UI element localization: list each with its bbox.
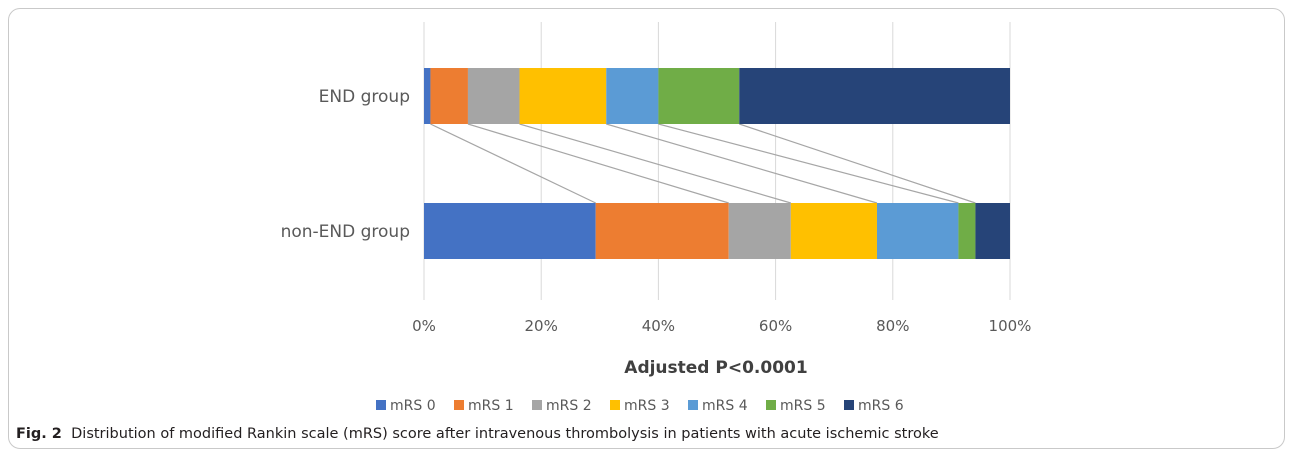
legend-swatch	[766, 400, 776, 410]
bar-segment	[424, 68, 431, 124]
x-tick-label: 80%	[876, 317, 909, 335]
connector-lines	[430, 123, 976, 204]
bar-segment	[658, 68, 740, 124]
legend-swatch	[532, 400, 542, 410]
legend-label: mRS 0	[390, 398, 436, 414]
bar-segment	[519, 68, 607, 124]
bar-segment	[728, 203, 791, 259]
connector-line	[606, 123, 878, 204]
legend-label: mRS 1	[468, 398, 514, 414]
x-tick-label: 100%	[989, 317, 1032, 335]
connector-line	[739, 123, 976, 204]
bar-segment	[606, 68, 659, 124]
y-category-label: non-END group	[281, 222, 410, 242]
bar-segment	[430, 68, 468, 124]
y-category-label: END group	[319, 87, 410, 107]
legend-label: mRS 4	[702, 398, 748, 414]
connector-line	[430, 123, 596, 204]
y-axis-labels: END group non-END group	[281, 87, 410, 242]
x-axis-title: Adjusted P<0.0001	[624, 358, 807, 378]
caption-label: Fig. 2	[16, 426, 62, 442]
legend-swatch	[376, 400, 386, 410]
legend-label: mRS 2	[546, 398, 592, 414]
x-tick-label: 40%	[642, 317, 675, 335]
legend-swatch	[844, 400, 854, 410]
x-tick-label: 20%	[525, 317, 558, 335]
figure-caption: Fig. 2 Distribution of modified Rankin s…	[16, 426, 1276, 442]
bar-segment	[739, 68, 1010, 124]
connector-line	[467, 123, 729, 204]
bars	[424, 68, 1010, 259]
connector-line	[519, 123, 792, 204]
x-tick-label: 0%	[412, 317, 436, 335]
bar-segment	[876, 203, 959, 259]
legend-label: mRS 6	[858, 398, 904, 414]
stacked-bar-chart: END group non-END group 0% 20% 40% 60% 80% 100…	[281, 22, 1031, 414]
caption-text: Distribution of modified Rankin scale (m…	[71, 426, 939, 442]
connector-line	[658, 123, 959, 204]
legend-swatch	[688, 400, 698, 410]
x-axis-tick-labels: 0% 20% 40% 60% 80% 100%	[412, 317, 1031, 335]
legend-swatch	[610, 400, 620, 410]
bar-segment	[790, 203, 877, 259]
bar-segment	[975, 203, 1010, 259]
bar-segment	[595, 203, 729, 259]
legend-swatch	[454, 400, 464, 410]
legend: mRS 0 mRS 1 mRS 2 mRS 3 mRS 4 mRS 5 mRS 6	[376, 398, 904, 414]
x-tick-label: 60%	[759, 317, 792, 335]
legend-label: mRS 3	[624, 398, 670, 414]
bar-segment	[958, 203, 976, 259]
bar-segment	[424, 203, 596, 259]
legend-label: mRS 5	[780, 398, 826, 414]
bar-segment	[467, 68, 520, 124]
